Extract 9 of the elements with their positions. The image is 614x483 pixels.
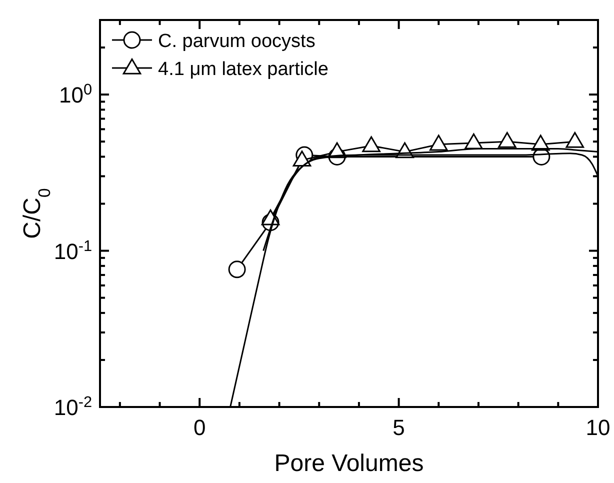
legend-label: 4.1 μm latex particle (158, 59, 328, 80)
y-tick-label: 10$^{-1}$ (54, 237, 92, 264)
y-tick-label: 10$^{-2}$ (54, 394, 92, 420)
x-tick-label: 10 (586, 415, 610, 440)
x-axis-title: Pore Volumes (274, 450, 424, 477)
legend-label: C. parvum oocysts (158, 31, 316, 52)
x-tick-label: 0 (193, 415, 206, 440)
x-tick-label: 5 (392, 415, 405, 440)
y-tick-label: 10$^{0}$ (58, 81, 92, 108)
